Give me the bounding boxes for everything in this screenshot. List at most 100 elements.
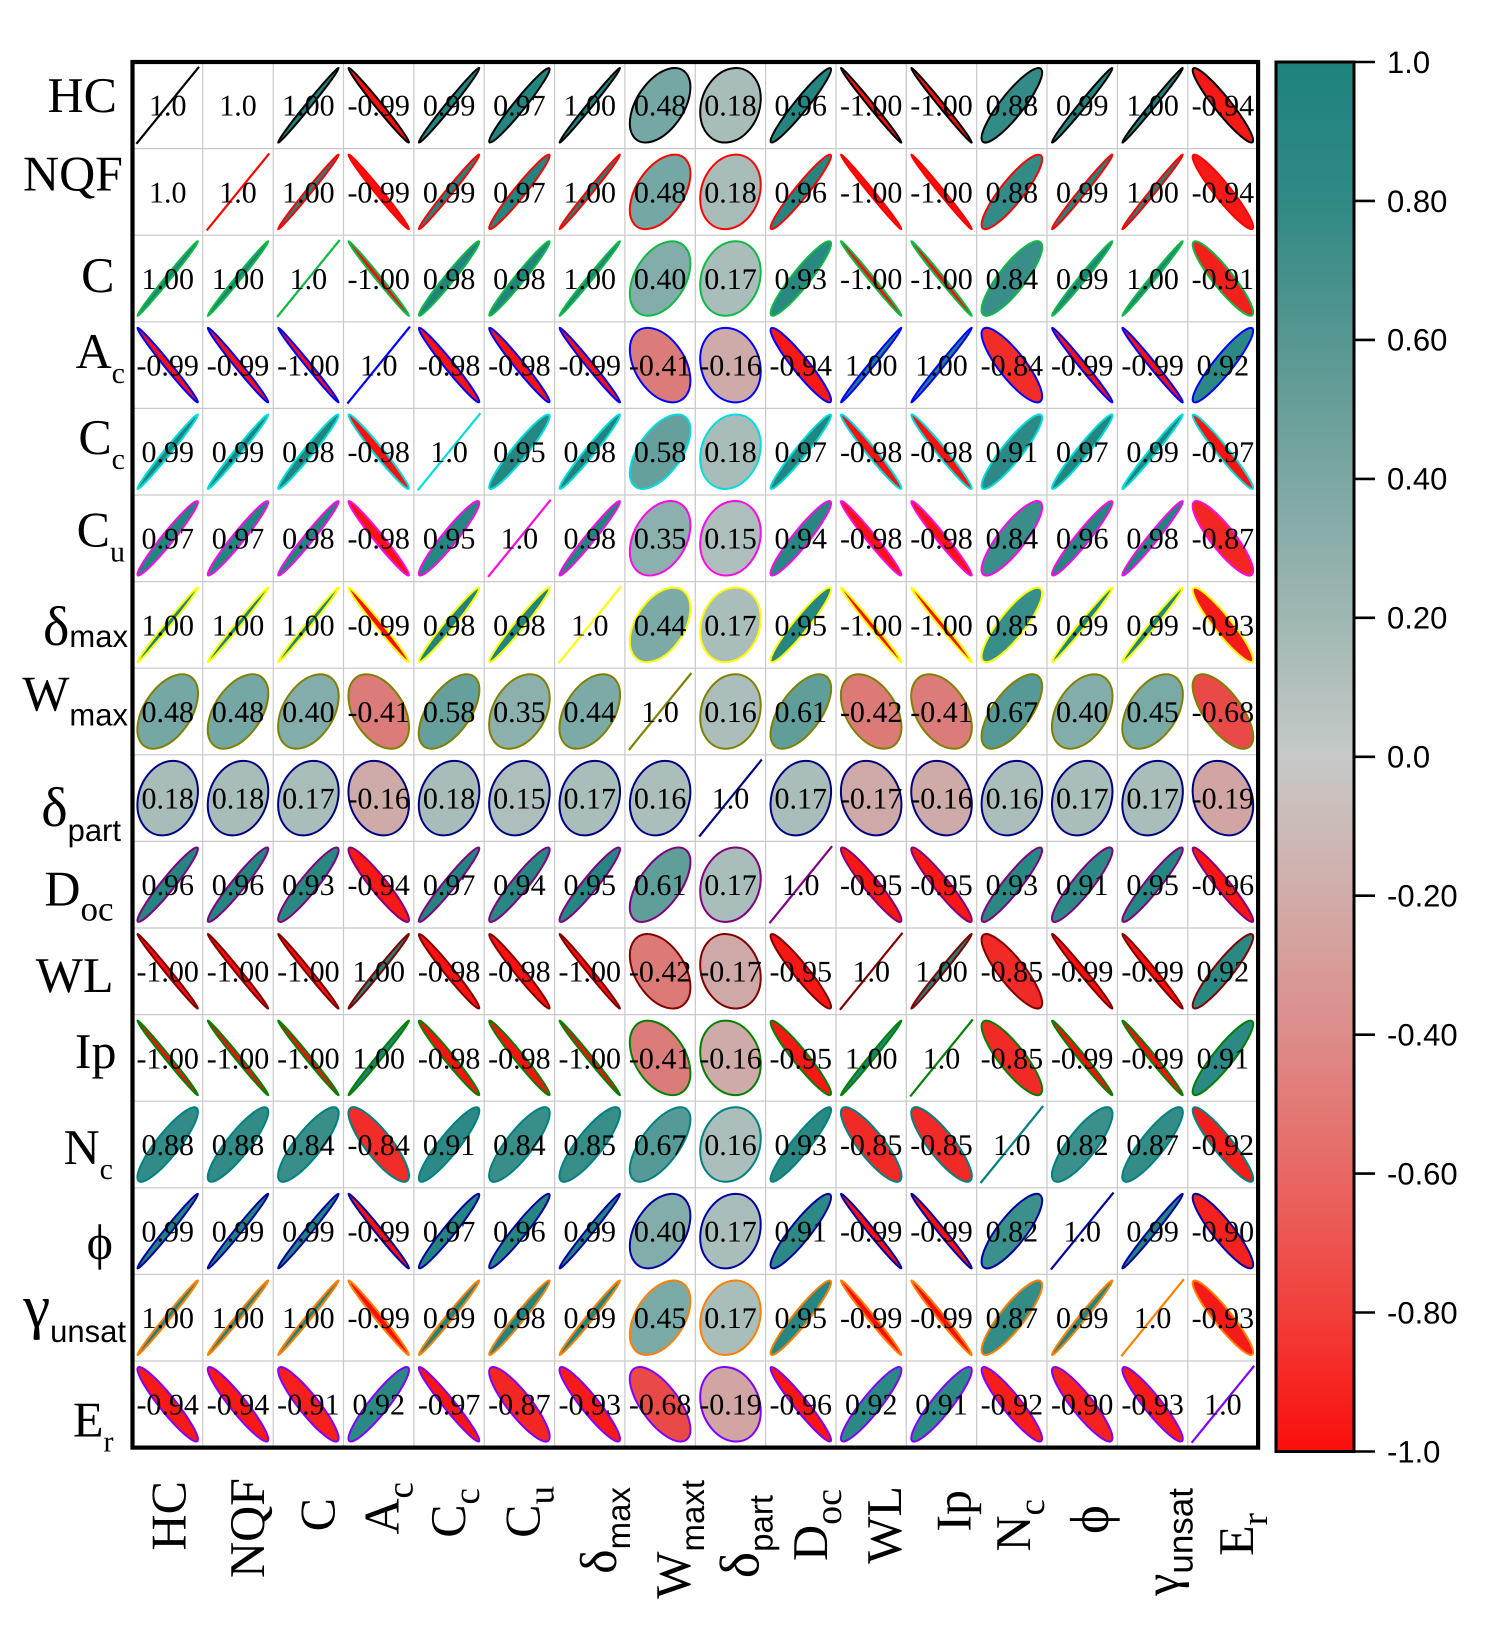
svg-text:0.94: 0.94	[775, 523, 828, 556]
svg-text:1.00: 1.00	[212, 263, 265, 296]
svg-text:0.99: 0.99	[141, 436, 194, 469]
svg-text:-0.94: -0.94	[207, 1389, 270, 1422]
svg-text:0.40: 0.40	[634, 1216, 687, 1249]
svg-text:0.99: 0.99	[1056, 609, 1109, 642]
svg-text:-0.16: -0.16	[699, 1042, 762, 1075]
svg-text:0.95: 0.95	[493, 436, 546, 469]
svg-text:0.96: 0.96	[775, 176, 828, 209]
svg-text:WL: WL	[36, 947, 114, 1003]
svg-text:-0.68: -0.68	[1192, 696, 1255, 729]
svg-text:0.91: 0.91	[775, 1216, 828, 1249]
svg-text:0.91: 0.91	[915, 1389, 968, 1422]
svg-text:0.99: 0.99	[212, 1216, 265, 1249]
svg-text:0.99: 0.99	[1126, 436, 1179, 469]
svg-text:1.0: 1.0	[571, 609, 609, 642]
svg-text:1.0: 1.0	[1063, 1216, 1101, 1249]
svg-text:0.48: 0.48	[634, 176, 687, 209]
svg-text:0.99: 0.99	[564, 1216, 617, 1249]
svg-text:0.45: 0.45	[1126, 696, 1179, 729]
svg-text:Cu: Cu	[494, 1486, 562, 1538]
svg-text:0.98: 0.98	[493, 1302, 546, 1335]
svg-text:0.58: 0.58	[423, 696, 476, 729]
svg-text:-1.00: -1.00	[277, 1042, 340, 1075]
svg-text:0.88: 0.88	[986, 176, 1039, 209]
svg-text:0.17: 0.17	[282, 783, 335, 816]
svg-text:-0.93: -0.93	[1192, 609, 1255, 642]
svg-text:0.35: 0.35	[493, 696, 546, 729]
svg-text:0.20: 0.20	[1387, 601, 1447, 636]
svg-text:0.82: 0.82	[1056, 1129, 1109, 1162]
svg-text:0.85: 0.85	[564, 1129, 617, 1162]
svg-text:-0.99: -0.99	[1121, 350, 1184, 383]
svg-text:1.0: 1.0	[219, 176, 257, 209]
svg-text:-0.96: -0.96	[770, 1389, 833, 1422]
svg-text:0.80: 0.80	[1387, 184, 1447, 219]
svg-text:0.97: 0.97	[775, 436, 828, 469]
svg-text:1.0: 1.0	[1134, 1302, 1172, 1335]
svg-text:0.18: 0.18	[212, 783, 265, 816]
svg-text:0.15: 0.15	[704, 523, 757, 556]
svg-text:-0.16: -0.16	[699, 350, 762, 383]
svg-text:-0.87: -0.87	[488, 1389, 551, 1422]
svg-text:1.00: 1.00	[915, 956, 968, 989]
svg-text:WL: WL	[856, 1486, 912, 1564]
svg-text:-1.00: -1.00	[136, 956, 199, 989]
svg-text:-1.00: -1.00	[277, 956, 340, 989]
svg-text:1.00: 1.00	[141, 609, 194, 642]
svg-text:0.40: 0.40	[1387, 462, 1447, 497]
svg-text:-0.98: -0.98	[488, 350, 551, 383]
svg-text:-0.99: -0.99	[347, 1302, 410, 1335]
svg-text:1.0: 1.0	[149, 176, 187, 209]
svg-text:1.00: 1.00	[564, 176, 617, 209]
svg-text:-0.99: -0.99	[840, 1302, 903, 1335]
svg-text:0.67: 0.67	[986, 696, 1039, 729]
svg-text:1.0: 1.0	[852, 956, 890, 989]
svg-text:-0.17: -0.17	[699, 956, 762, 989]
svg-text:0.40: 0.40	[1056, 696, 1109, 729]
svg-text:0.87: 0.87	[1126, 1129, 1179, 1162]
svg-text:0.67: 0.67	[634, 1129, 687, 1162]
svg-text:1.00: 1.00	[212, 1302, 265, 1335]
svg-text:Nc: Nc	[985, 1499, 1053, 1552]
svg-text:HC: HC	[141, 1481, 197, 1550]
svg-text:0.61: 0.61	[775, 696, 828, 729]
svg-text:-0.42: -0.42	[840, 696, 903, 729]
svg-text:1.0: 1.0	[149, 90, 187, 123]
svg-text:-1.00: -1.00	[910, 609, 973, 642]
svg-text:-0.99: -0.99	[347, 1216, 410, 1249]
svg-text:1.00: 1.00	[282, 1302, 335, 1335]
svg-text:-1.00: -1.00	[840, 263, 903, 296]
svg-text:0.99: 0.99	[1056, 176, 1109, 209]
svg-text:-0.99: -0.99	[1051, 1042, 1114, 1075]
svg-text:1.0: 1.0	[782, 869, 820, 902]
svg-text:Wmaxt: Wmaxt	[645, 1480, 711, 1599]
svg-text:0.58: 0.58	[634, 436, 687, 469]
svg-text:-0.85: -0.85	[910, 1129, 973, 1162]
svg-text:HC: HC	[48, 67, 117, 123]
svg-text:-0.98: -0.98	[910, 436, 973, 469]
svg-text:0.99: 0.99	[1056, 1302, 1109, 1335]
svg-text:0.99: 0.99	[141, 1216, 194, 1249]
svg-text:0.88: 0.88	[986, 90, 1039, 123]
svg-text:-0.92: -0.92	[1192, 1129, 1255, 1162]
svg-text:-0.41: -0.41	[910, 696, 973, 729]
svg-text:-0.91: -0.91	[1192, 263, 1255, 296]
svg-text:0.88: 0.88	[212, 1129, 265, 1162]
svg-text:0.97: 0.97	[1056, 436, 1109, 469]
svg-text:1.0: 1.0	[923, 1042, 961, 1075]
svg-text:-0.98: -0.98	[418, 1042, 481, 1075]
svg-text:1.00: 1.00	[282, 90, 335, 123]
svg-text:-0.94: -0.94	[1192, 176, 1255, 209]
svg-text:-0.99: -0.99	[136, 350, 199, 383]
svg-text:0.99: 0.99	[423, 90, 476, 123]
svg-text:0.99: 0.99	[1056, 263, 1109, 296]
svg-text:0.84: 0.84	[493, 1129, 546, 1162]
svg-text:1.00: 1.00	[141, 263, 194, 296]
svg-text:1.00: 1.00	[1126, 176, 1179, 209]
svg-text:0.95: 0.95	[564, 869, 617, 902]
svg-text:0.45: 0.45	[634, 1302, 687, 1335]
svg-text:0.0: 0.0	[1387, 740, 1430, 775]
svg-text:1.0: 1.0	[993, 1129, 1031, 1162]
svg-text:Nc: Nc	[64, 1119, 113, 1186]
svg-text:-0.98: -0.98	[840, 523, 903, 556]
